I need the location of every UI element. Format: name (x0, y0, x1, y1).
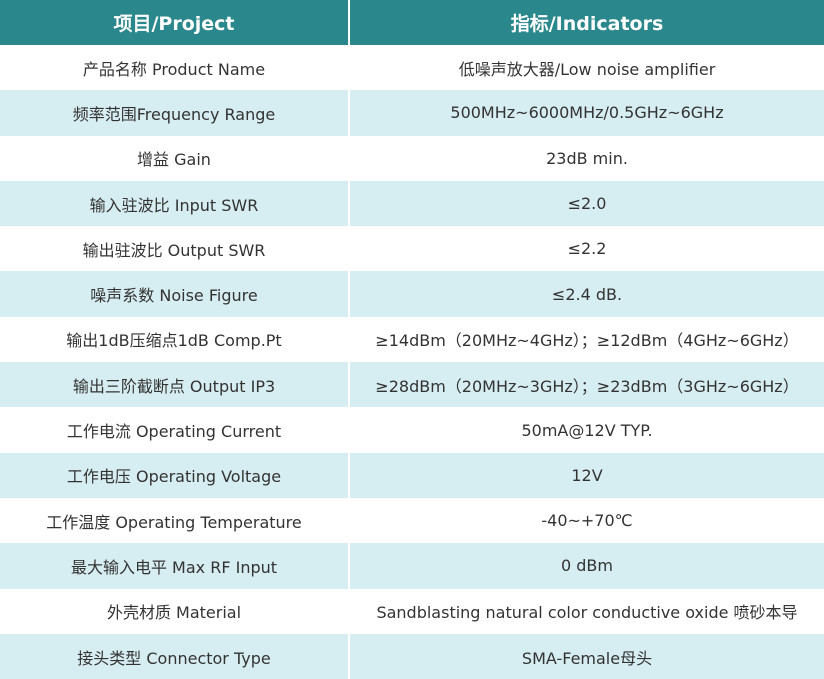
item-cell: 工作电流 Operating Current (0, 407, 350, 453)
value-cell: 23dB min. (546, 148, 628, 168)
value-cell: SMA-Female母头 (349, 633, 824, 679)
table-row: 输入驻波比 Input SWR ≤2.0 (0, 180, 824, 227)
table-row: 接头类型 Connector Type SMA-Female母头 (0, 633, 824, 679)
value-cell: 低噪声放大器/Low noise amplifier (458, 59, 716, 79)
item-cell: 输出驻波比 Output SWR (0, 226, 350, 272)
value-cell: Sandblasting natural color conductive ox… (376, 603, 798, 623)
table-row: 频率范围Frequency Range 500MHz~6000MHz/0.5GHz… (0, 90, 824, 136)
table-row: 增益 Gain 23dB min. (0, 135, 824, 181)
table-row: 外壳材质 Material Sandblasting natural color … (0, 588, 824, 634)
item-cell: 频率范围Frequency Range (0, 90, 350, 136)
table-row: 工作电压 Operating Voltage 12V (0, 452, 824, 498)
value-cell: 500MHz~6000MHz/0.5GHz~6GHz (349, 90, 824, 136)
header-cell: 指标/Indicators (349, 0, 824, 45)
header-row: 项目/Project 指标/Indicators (0, 0, 824, 45)
table-row: 产品名称 Product Name 低噪声放大器/Low noise amplif… (0, 45, 824, 91)
table-row: 输出三阶截断点 Output IP3 ≥28dBm（20MHz~3GHz）；≥23… (0, 362, 824, 408)
value-cell: ≤2.2 (567, 239, 607, 259)
item-cell: 外壳材质 Material (0, 588, 350, 634)
table-row: 输出驻波比 Output SWR ≤2.2 (0, 226, 824, 272)
value-cell: 50mA@12V TYP. (521, 420, 653, 440)
table-row: 输出1dB压缩点1dB Comp.Pt ≥14dBm（20MHz~4GHz）；≥1… (0, 316, 824, 363)
table-row: 工作电流 Operating Current 50mA@12V TYP. (0, 407, 824, 453)
item-cell: 输出三阶截断点 Output IP3 (0, 362, 350, 408)
item-cell: 输出1dB压缩点1dB Comp.Pt (0, 316, 350, 363)
header-cell: 项目/Project (0, 0, 350, 45)
value-cell: ≤2.4 dB. (349, 271, 824, 317)
item-cell: 工作电压 Operating Voltage (0, 452, 350, 498)
value-cell: 12V (349, 452, 824, 498)
item-cell: 噪声系数 Noise Figure (0, 271, 350, 317)
item-cell: 增益 Gain (0, 135, 350, 181)
value-cell: -40~+70℃ (541, 511, 633, 531)
item-cell: 最大输入电平 Max RF Input (0, 543, 350, 589)
item-cell: 产品名称 Product Name (0, 45, 350, 91)
item-cell: 工作温度 Operating Temperature (0, 497, 350, 544)
table-row: 工作温度 Operating Temperature -40~+70℃ (0, 497, 824, 544)
item-cell: 接头类型 Connector Type (0, 633, 350, 679)
table-row: 噪声系数 Noise Figure ≤2.4 dB. (0, 271, 824, 317)
value-cell: ≤2.0 (349, 180, 824, 227)
value-cell: ≥14dBm（20MHz~4GHz）；≥12dBm（4GHz~6GHz） (375, 331, 799, 351)
value-cell: ≥28dBm（20MHz~3GHz）；≥23dBm（3GHz~6GHz） (349, 362, 824, 408)
item-cell: 输入驻波比 Input SWR (0, 180, 350, 227)
table-row: 最大输入电平 Max RF Input 0 dBm (0, 543, 824, 589)
value-cell: 0 dBm (349, 543, 824, 589)
